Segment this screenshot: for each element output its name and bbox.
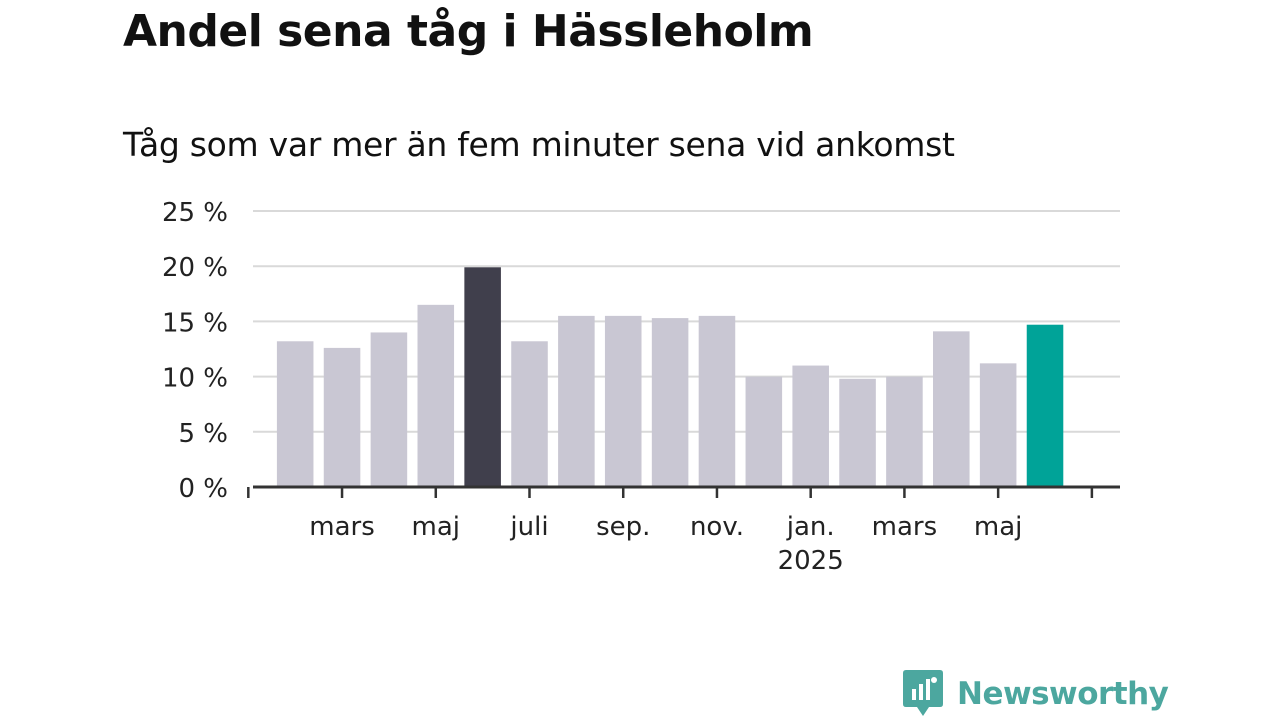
chart-subtitle: Tåg som var mer än fem minuter sena vid … [123,125,955,164]
bar-chart: 0 % 5 % 10 % 15 % 20 % 25 % mars maj juli sep. no… [162,198,1120,576]
bar [698,315,736,487]
y-tick-label: 15 % [162,308,228,338]
y-axis-tick-labels: 0 % 5 % 10 % 15 % 20 % 25 % [162,198,228,504]
y-tick-label: 25 % [162,198,228,228]
x-tick-label: mars [872,512,938,542]
bar [651,318,689,487]
x-tick-sublabel: 2025 [778,546,844,576]
newsworthy-logo-icon [903,670,943,716]
bars [276,267,1064,487]
bar [745,376,783,487]
x-tick-label: maj [412,512,460,542]
x-tick-label: juli [509,512,548,542]
bar [417,304,455,487]
bar [370,332,408,487]
y-tick-label: 5 % [178,419,228,449]
bar [886,376,923,487]
y-tick-label: 10 % [162,364,228,394]
bar [792,365,829,487]
bar [511,341,548,487]
brand-name: Newsworthy [957,676,1169,712]
bar [276,341,314,487]
x-tick-label: nov. [690,512,744,542]
x-tick-label: mars [309,512,375,542]
bar [979,363,1017,487]
y-tick-label: 20 % [162,253,228,283]
x-axis-tick-labels: mars maj juli sep. nov. jan. 2025 mars maj [309,512,1022,576]
bar [933,331,970,487]
chart-title: Andel sena tåg i Hässleholm [123,6,814,57]
bar [839,378,876,487]
x-tick-label: jan. [786,512,835,542]
brand-logo: Newsworthy [903,670,1169,718]
x-tick-label: sep. [596,512,650,542]
bar [323,347,361,487]
bar [1026,324,1064,487]
y-tick-label: 0 % [178,474,228,504]
bar [604,315,642,487]
bar [558,315,595,487]
x-tick-label: maj [974,512,1022,542]
bar [464,267,501,487]
x-axis [247,485,1120,498]
